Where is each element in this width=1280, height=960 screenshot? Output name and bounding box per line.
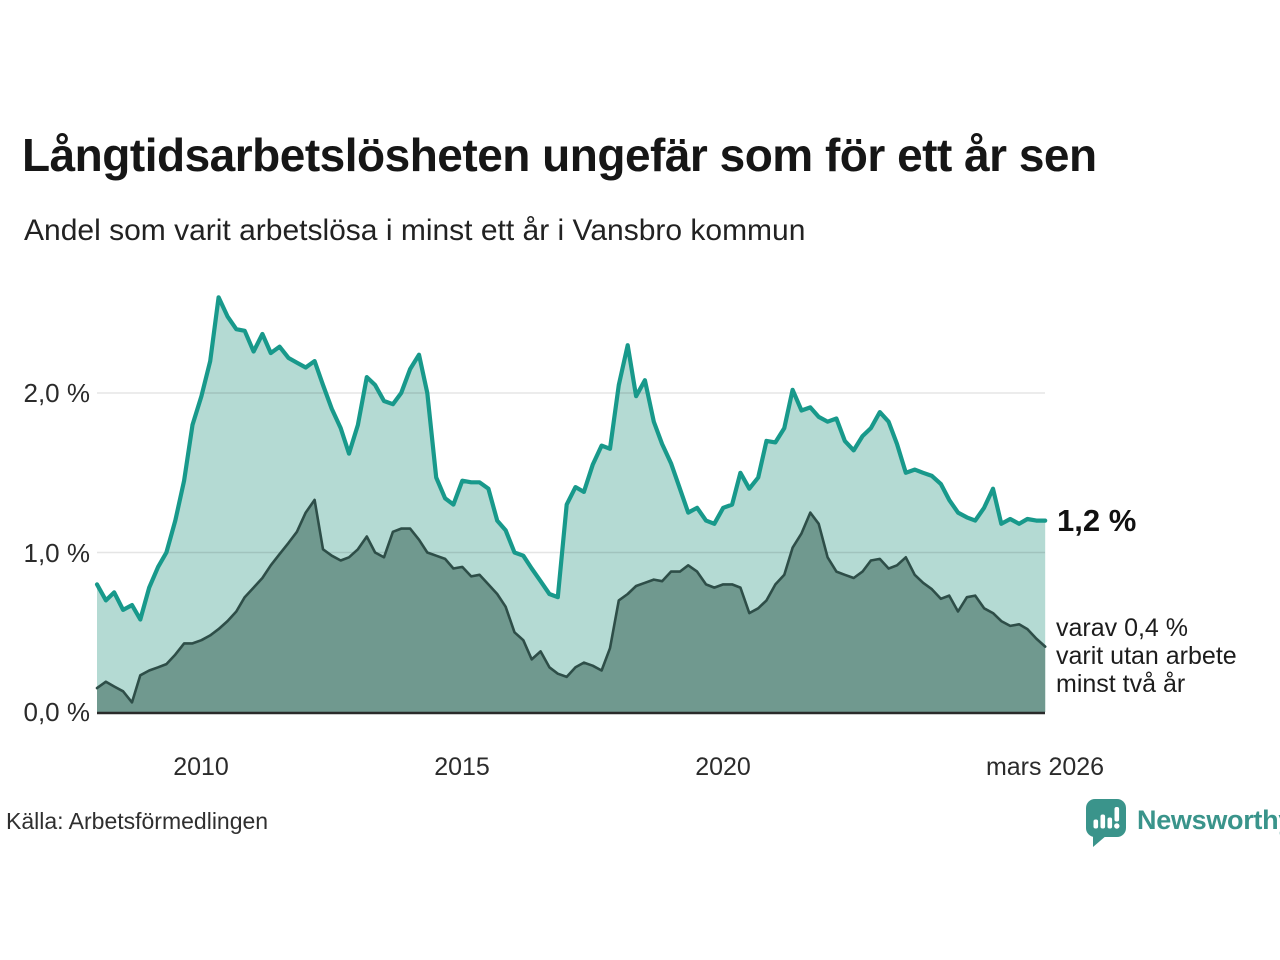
newsworthy-logo: Newsworthy <box>1086 799 1280 851</box>
x-tick-label-mars-2026: mars 2026 <box>985 753 1105 781</box>
latest-value-label: 1,2 % <box>1057 502 1137 538</box>
chart-title: Långtidsarbetslösheten ungefär som för e… <box>22 129 1097 181</box>
newsworthy-chart-bubble-icon <box>1086 799 1126 847</box>
annotation-line-2: varit utan arbete <box>1056 641 1237 670</box>
y-tick-label-2-percent: 2,0 % <box>23 378 91 408</box>
series-min-one-year-line <box>94 295 1048 622</box>
chart-subtitle: Andel som varit arbetslösa i minst ett å… <box>24 214 806 247</box>
y-tick-label-1-percent: 1,0 % <box>23 537 91 568</box>
series-min-two-years-line <box>95 498 1047 704</box>
annotation-line-1: varav 0,4 % <box>1056 613 1189 642</box>
annotation-line-3: minst två år <box>1056 669 1186 698</box>
series-min-two-years-area <box>97 499 1046 712</box>
x-tick-label-2010: 2010 <box>173 753 229 781</box>
x-tick-label-2020: 2020 <box>695 753 751 781</box>
secondary-series-annotation: varav 0,4 % varit utan arbete minst två … <box>1056 614 1237 698</box>
newsworthy-wordmark: Newsworthy <box>1137 805 1280 835</box>
y-tick-label-0-percent: 0,0 % <box>23 697 91 727</box>
x-tick-label-2015: 2015 <box>434 753 490 781</box>
source-attribution: Källa: Arbetsförmedlingen <box>6 808 269 834</box>
